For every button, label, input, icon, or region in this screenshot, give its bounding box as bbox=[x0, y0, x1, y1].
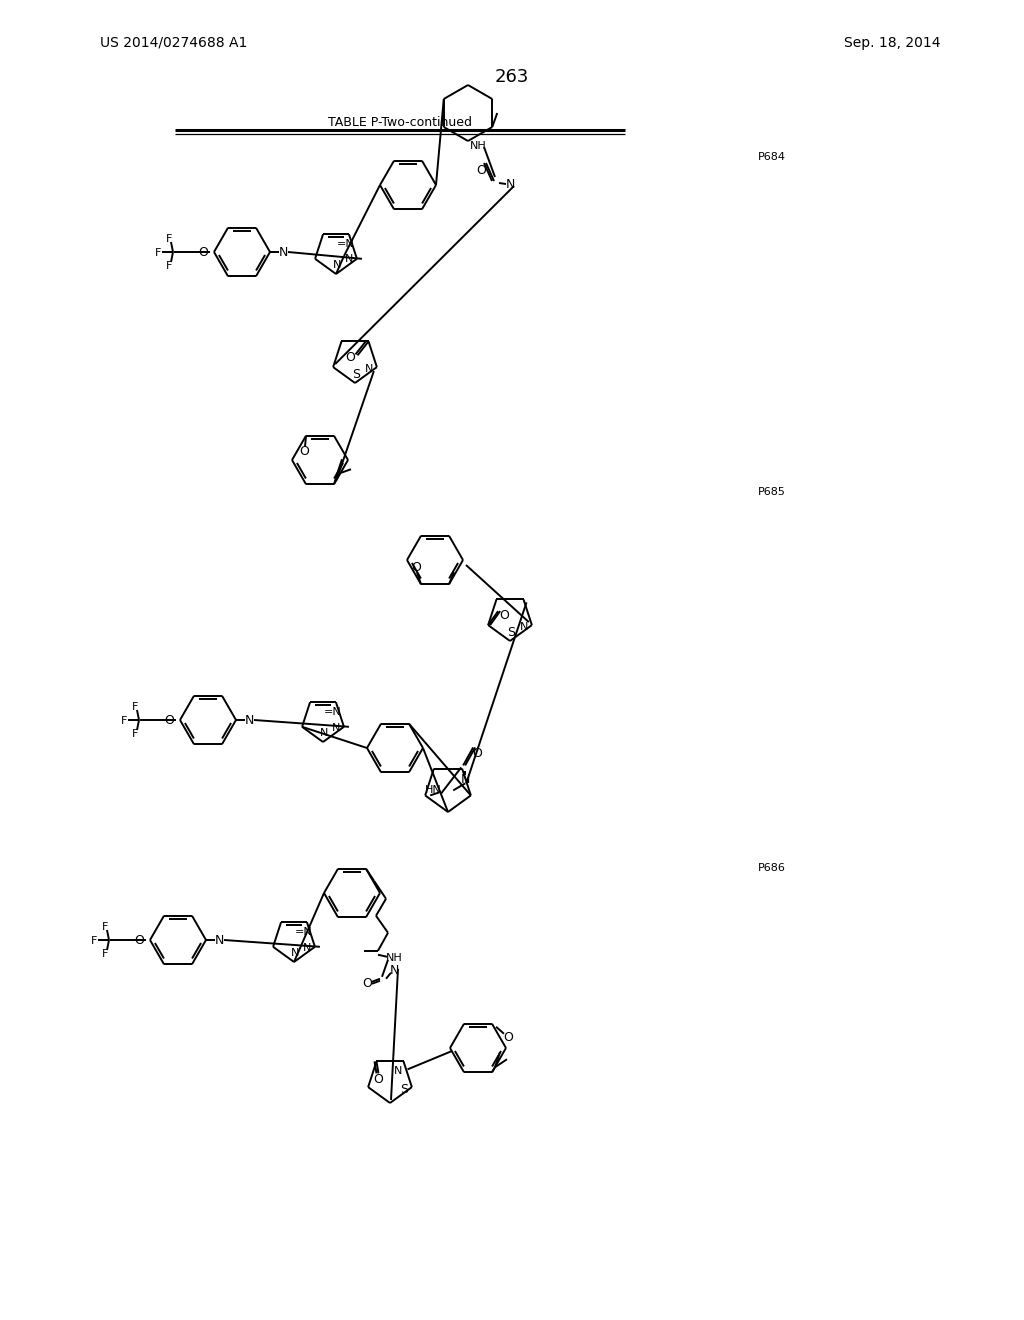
Text: N: N bbox=[394, 1067, 402, 1076]
Text: O: O bbox=[362, 977, 372, 990]
Text: N: N bbox=[333, 260, 341, 271]
Text: F: F bbox=[91, 936, 97, 946]
Text: F: F bbox=[101, 949, 109, 960]
Text: P686: P686 bbox=[758, 863, 785, 873]
Text: NH: NH bbox=[470, 141, 486, 150]
Text: F: F bbox=[132, 729, 138, 739]
Text: F: F bbox=[166, 234, 172, 244]
Text: 263: 263 bbox=[495, 69, 529, 86]
Text: P685: P685 bbox=[758, 487, 785, 498]
Text: N: N bbox=[245, 714, 254, 726]
Text: F: F bbox=[166, 261, 172, 271]
Text: N: N bbox=[319, 729, 328, 738]
Text: P684: P684 bbox=[758, 152, 786, 162]
Text: O: O bbox=[472, 747, 482, 760]
Text: US 2014/0274688 A1: US 2014/0274688 A1 bbox=[100, 36, 248, 50]
Text: F: F bbox=[121, 715, 127, 726]
Text: O: O bbox=[503, 1031, 513, 1044]
Text: NH: NH bbox=[386, 953, 402, 962]
Text: O: O bbox=[411, 561, 421, 574]
Text: S: S bbox=[507, 626, 515, 639]
Text: HN: HN bbox=[425, 785, 441, 796]
Text: N: N bbox=[505, 178, 515, 191]
Text: N: N bbox=[345, 253, 353, 264]
Text: S: S bbox=[400, 1082, 408, 1096]
Text: F: F bbox=[132, 702, 138, 711]
Text: Sep. 18, 2014: Sep. 18, 2014 bbox=[844, 36, 940, 50]
Text: O: O bbox=[299, 445, 309, 458]
Text: N: N bbox=[279, 246, 288, 259]
Text: N: N bbox=[332, 723, 340, 733]
Text: N: N bbox=[365, 364, 373, 374]
Text: =N: =N bbox=[324, 708, 342, 717]
Text: O: O bbox=[374, 1073, 383, 1086]
Text: O: O bbox=[198, 246, 208, 259]
Text: O: O bbox=[164, 714, 174, 726]
Text: N: N bbox=[389, 964, 398, 977]
Text: O: O bbox=[134, 933, 144, 946]
Text: O: O bbox=[345, 351, 355, 364]
Text: N: N bbox=[303, 942, 311, 953]
Text: =N: =N bbox=[295, 927, 312, 937]
Text: N: N bbox=[520, 622, 528, 632]
Text: F: F bbox=[155, 248, 161, 257]
Text: O: O bbox=[476, 165, 486, 177]
Text: TABLE P-Two-continued: TABLE P-Two-continued bbox=[328, 116, 472, 128]
Text: =N: =N bbox=[337, 239, 354, 249]
Text: S: S bbox=[352, 367, 360, 380]
Text: O: O bbox=[499, 609, 509, 622]
Text: N: N bbox=[461, 774, 470, 785]
Text: N: N bbox=[291, 948, 299, 958]
Text: F: F bbox=[101, 921, 109, 932]
Text: N: N bbox=[214, 933, 223, 946]
